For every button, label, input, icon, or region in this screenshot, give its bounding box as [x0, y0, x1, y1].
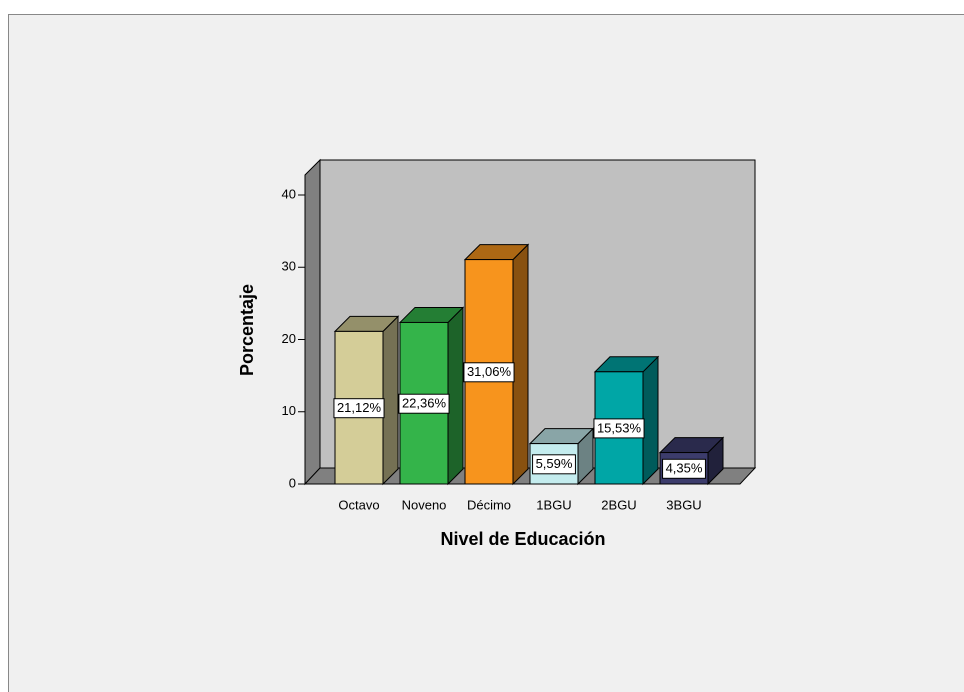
bar: 4,35% — [658, 436, 725, 486]
y-tick-label: 10 — [282, 403, 296, 418]
data-label-box — [662, 458, 706, 479]
bar: 5,59% — [528, 427, 595, 486]
y-axis-title: Porcentaje — [237, 284, 257, 376]
data-label-box — [398, 393, 450, 414]
y-tick-label: 0 — [289, 475, 296, 490]
x-tick-label: Octavo — [338, 497, 379, 512]
data-label-box — [463, 362, 515, 383]
data-label: 22,36% — [402, 396, 447, 411]
x-tick-label: 2BGU — [601, 497, 636, 512]
bar: 31,06% — [463, 243, 530, 486]
bar: 22,36% — [398, 306, 465, 486]
bar: 21,12% — [333, 315, 400, 486]
data-label: 21,12% — [337, 400, 382, 415]
x-tick-label: Décimo — [467, 497, 511, 512]
bar: 15,53% — [593, 355, 660, 486]
data-label: 4,35% — [666, 461, 703, 476]
bar-side — [512, 243, 529, 486]
bar-side — [642, 355, 659, 486]
x-tick-label: Noveno — [402, 497, 447, 512]
x-tick-label: 3BGU — [666, 497, 701, 512]
data-label: 5,59% — [536, 456, 573, 471]
data-label-box — [532, 454, 576, 475]
y-tick-label: 20 — [282, 331, 296, 346]
data-label: 15,53% — [597, 420, 642, 435]
y-tick-label: 40 — [282, 186, 296, 201]
x-tick-label: 1BGU — [536, 497, 571, 512]
bar-side — [382, 315, 399, 486]
x-axis-title: Nivel de Educación — [440, 529, 605, 549]
bar-side — [447, 306, 464, 486]
data-label: 31,06% — [467, 364, 512, 379]
side-wall — [304, 158, 321, 486]
data-label-box — [333, 398, 385, 419]
data-label-box — [593, 418, 645, 439]
y-tick-label: 30 — [282, 259, 296, 274]
